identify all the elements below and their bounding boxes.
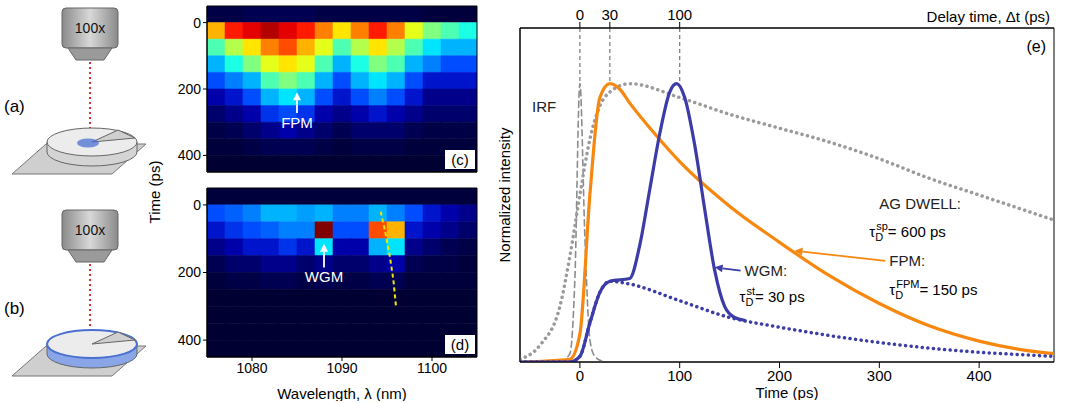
svg-text:100x: 100x [75,222,105,238]
svg-text:400: 400 [178,147,202,163]
svg-text:(a): (a) [4,97,25,116]
svg-text:FPM: FPM [281,114,313,131]
svg-text:IRF: IRF [532,98,556,115]
svg-text:Delay time, Δt (ps): Delay time, Δt (ps) [927,8,1050,25]
svg-text:WGM:: WGM: [745,262,788,279]
svg-text:(d): (d) [451,336,469,353]
svg-text:400: 400 [178,332,202,348]
svg-text:100: 100 [667,6,692,23]
svg-text:(e): (e) [1026,38,1046,55]
svg-text:1100: 1100 [417,360,447,376]
svg-text:AG DWELL:: AG DWELL: [879,195,961,212]
svg-text:FPM:: FPM: [889,252,925,269]
svg-text:Time (ps): Time (ps) [146,161,163,224]
svg-text:100x: 100x [75,20,105,36]
svg-text:(c): (c) [451,151,469,168]
svg-text:WGM: WGM [305,268,343,285]
svg-text:400: 400 [967,367,992,384]
svg-text:200: 200 [178,81,202,97]
svg-text:200: 200 [178,264,202,280]
svg-text:0: 0 [576,367,584,384]
svg-text:0: 0 [193,197,201,213]
svg-text:Time (ps): Time (ps) [756,384,819,400]
svg-text:1090: 1090 [326,360,357,376]
svg-text:τDsp= 600 ps: τDsp= 600 ps [869,220,945,243]
svg-text:0: 0 [193,15,201,31]
svg-text:(b): (b) [4,299,25,318]
svg-text:Normalized intensity: Normalized intensity [496,127,513,263]
svg-text:τDFPM= 150 ps: τDFPM= 150 ps [889,278,977,301]
svg-text:300: 300 [867,367,892,384]
svg-text:200: 200 [767,367,792,384]
svg-text:τDst= 30 ps: τDst= 30 ps [740,285,805,308]
svg-text:Wavelength, λ (nm): Wavelength, λ (nm) [277,385,407,401]
svg-text:1080: 1080 [236,360,267,376]
svg-text:30: 30 [601,6,618,23]
svg-text:0: 0 [576,6,584,23]
svg-text:100: 100 [667,367,692,384]
